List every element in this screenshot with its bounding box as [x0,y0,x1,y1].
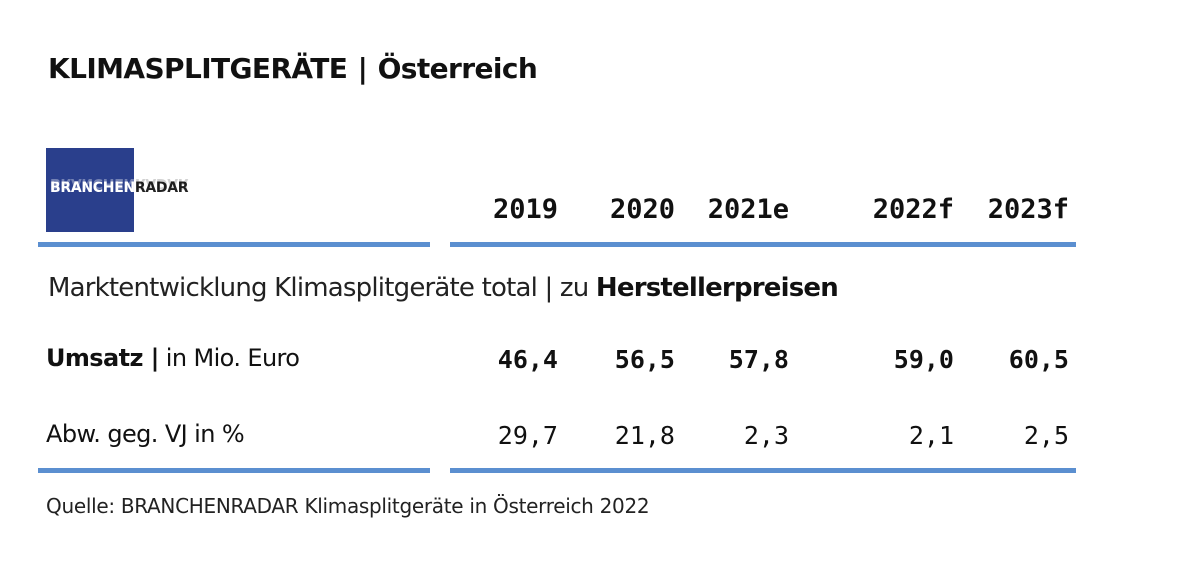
cell-abw-2020: 21,8 [614,421,675,450]
header-rule-left [38,242,430,247]
title-region: Österreich [377,52,538,85]
row-label-umsatz-bold: Umsatz | [46,344,159,372]
title-main: KLIMASPLITGERÄTE [48,52,348,85]
logo-reflection-part2: RADAR [134,175,189,191]
header-rule-right [450,242,1076,247]
row-label-abweichung-rest: Abw. geg. VJ in % [46,420,245,448]
page-title: KLIMASPLITGERÄTE | Österreich [48,52,538,85]
logo-text: BRANCHENRADAR [50,180,189,196]
row-label-umsatz-rest: in Mio. Euro [158,344,300,372]
subtitle-prefix: Marktentwicklung Klimasplitgeräte total … [48,273,596,303]
cell-umsatz-2019: 46,4 [497,345,558,374]
logo-text-reflection: BRANCHENRADAR [50,175,188,191]
column-header-2021e: 2021e [707,194,789,225]
row-label-umsatz: Umsatz | in Mio. Euro [46,344,300,372]
logo-reflection-part1: BRANCHEN [50,175,135,191]
cell-umsatz-2021e: 57,8 [728,345,789,374]
column-header-2020: 2020 [609,194,675,225]
cell-abw-2022f: 2,1 [908,421,954,450]
cell-abw-2023f: 2,5 [1023,421,1069,450]
source-note: Quelle: BRANCHENRADAR Klimasplitgeräte i… [46,494,650,518]
row-label-abweichung: Abw. geg. VJ in % [46,420,245,448]
logo-text-part1: BRANCHEN [50,180,135,196]
cell-umsatz-2023f: 60,5 [1008,345,1069,374]
cell-abw-2021e: 2,3 [743,421,789,450]
subtitle-bold: Herstellerpreisen [595,273,839,303]
cell-abw-2019: 29,7 [497,421,558,450]
column-header-2019: 2019 [492,194,558,225]
table-subtitle: Marktentwicklung Klimasplitgeräte total … [48,273,839,303]
logo-text-part2: RADAR [134,180,189,196]
column-header-2022f: 2022f [872,194,954,225]
column-header-2023f: 2023f [987,194,1069,225]
branchenradar-logo [46,148,134,232]
cell-umsatz-2020: 56,5 [614,345,675,374]
footer-rule-right [450,468,1076,473]
title-separator: | [357,52,368,85]
cell-umsatz-2022f: 59,0 [893,345,954,374]
footer-rule-left [38,468,430,473]
